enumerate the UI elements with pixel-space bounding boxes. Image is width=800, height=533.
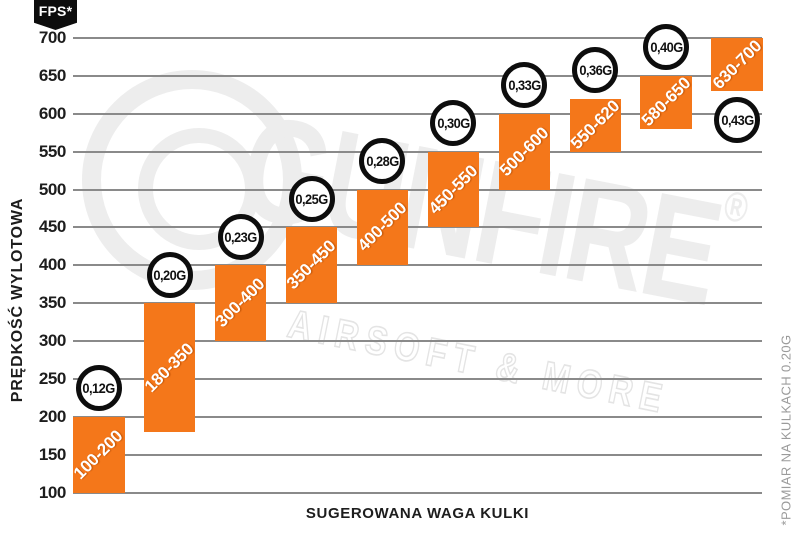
fps-range-label: 580-650: [637, 73, 695, 131]
fps-range-bar: 350-450: [282, 227, 340, 304]
y-tick-label: 550: [38, 141, 67, 161]
fps-range-label: 450-550: [424, 160, 482, 218]
y-tick-label: 700: [38, 28, 67, 47]
y-tick-label: 200: [38, 406, 67, 426]
fps-range-bar: 630-700: [708, 35, 766, 93]
bb-weight-label: 0,40G: [650, 39, 683, 56]
bb-weight-circle: 0,40G: [643, 24, 690, 71]
gridline: [73, 302, 762, 305]
y-tick-label: 250: [38, 368, 67, 388]
fps-range-bar: 450-550: [424, 151, 482, 228]
gridline: [73, 74, 762, 77]
y-tick-label: 150: [38, 444, 67, 464]
bb-weight-label: 0,30G: [437, 115, 470, 132]
y-tick-label: 450: [38, 217, 67, 237]
fps-range-bar: 400-500: [353, 189, 411, 266]
y-tick-label: 650: [38, 65, 67, 85]
gridline: [73, 377, 762, 380]
fps-range-bar: 550-620: [566, 96, 624, 154]
gridline: [73, 112, 762, 115]
bb-weight-circle: 0,28G: [359, 138, 406, 184]
y-tick-label: 600: [38, 103, 67, 123]
bb-weight-label: 0,28G: [366, 153, 399, 169]
gridline: [73, 264, 762, 267]
bb-weight-label: 0,23G: [224, 228, 257, 245]
fps-range-bar: 300-400: [211, 265, 269, 341]
bb-weight-circle: 0,36G: [572, 47, 619, 94]
gunfire-logo-ring-icon: [82, 70, 302, 290]
fps-range-label: 500-600: [495, 122, 553, 180]
measurement-footnote: *POMIAR NA KULKACH 0.20G: [778, 334, 794, 526]
bb-weight-circle: 0,23G: [217, 213, 264, 260]
gridline: [73, 340, 762, 342]
bb-weight-label: 0,12G: [82, 380, 116, 397]
bb-weight-circle: 0,33G: [501, 62, 548, 109]
bb-weight-circle: 0,43G: [714, 96, 761, 143]
fps-range-label: 630-700: [708, 35, 766, 93]
gridline: [73, 37, 762, 39]
fps-range-bar: 500-600: [495, 113, 553, 190]
fps-unit-badge: FPS*: [34, 0, 77, 30]
fps-range-label: 300-400: [211, 274, 269, 332]
fps-range-label: 400-500: [353, 198, 411, 256]
fps-range-label: 100-200: [70, 425, 127, 483]
gridline: [73, 188, 762, 191]
gridline: [73, 150, 762, 153]
y-axis-title: PRĘDKOŚĆ WYLOTOWA: [9, 197, 26, 403]
gridline: [73, 491, 762, 494]
fps-range-bar: 180-350: [141, 303, 198, 432]
bb-weight-circle: 0,12G: [75, 365, 122, 412]
bb-weight-label: 0,33G: [508, 77, 541, 94]
bb-weight-circle: 0,30G: [430, 100, 477, 147]
x-axis-title: SUGEROWANA WAGA KULKI: [305, 505, 530, 522]
fps-range-label: 550-620: [566, 96, 624, 154]
y-tick-label: 300: [38, 331, 67, 350]
fps-range-label: 350-450: [282, 236, 340, 294]
bb-weight-circle: 0,25G: [288, 175, 335, 222]
y-tick-label: 100: [38, 482, 67, 502]
gridline: [73, 453, 762, 456]
gridline: [73, 226, 762, 229]
fps-range-bar: 100-200: [70, 416, 127, 493]
fps-range-label: 180-350: [141, 338, 198, 396]
y-tick-label: 400: [38, 255, 67, 275]
bb-weight-label: 0,25G: [295, 190, 328, 207]
fps-range-bar: 580-650: [637, 73, 695, 131]
watermark-tagline-text: AIRSOFT & MORE: [284, 301, 674, 423]
bb-weight-label: 0,36G: [579, 62, 612, 79]
gridline: [73, 415, 762, 418]
y-tick-label: 350: [38, 293, 67, 313]
y-tick-label: 500: [38, 179, 67, 199]
bb-weight-label: 0,20G: [153, 266, 186, 283]
bb-weight-circle: 0,20G: [146, 251, 193, 298]
bb-weight-label: 0,43G: [720, 111, 754, 128]
